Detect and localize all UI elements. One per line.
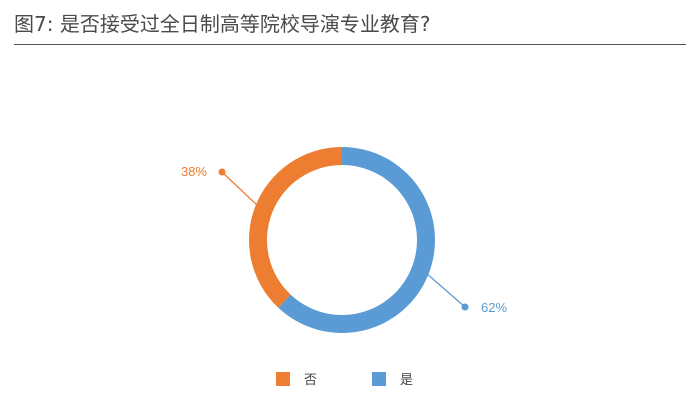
legend-swatch-no <box>276 372 290 386</box>
leader-dot-yes <box>461 303 469 311</box>
legend-swatch-yes <box>372 372 386 386</box>
leader-line-no <box>221 171 260 208</box>
slice-yes <box>278 147 436 333</box>
data-label-no: 38% <box>181 164 207 179</box>
donut-slices <box>249 147 436 333</box>
title-divider <box>14 44 686 45</box>
leader-dot-no <box>218 168 226 176</box>
chart-title: 图7: 是否接受过全日制高等院校导演专业教育? <box>14 12 431 36</box>
legend-label-yes: 是 <box>400 373 413 388</box>
legend-label-no: 否 <box>304 373 317 388</box>
slice-no <box>249 147 342 308</box>
chart-legend: 否 是 <box>276 372 413 388</box>
leader-line-yes <box>426 273 466 308</box>
data-label-yes: 62% <box>481 300 507 315</box>
slice-callouts: 62% 38% <box>181 164 507 315</box>
